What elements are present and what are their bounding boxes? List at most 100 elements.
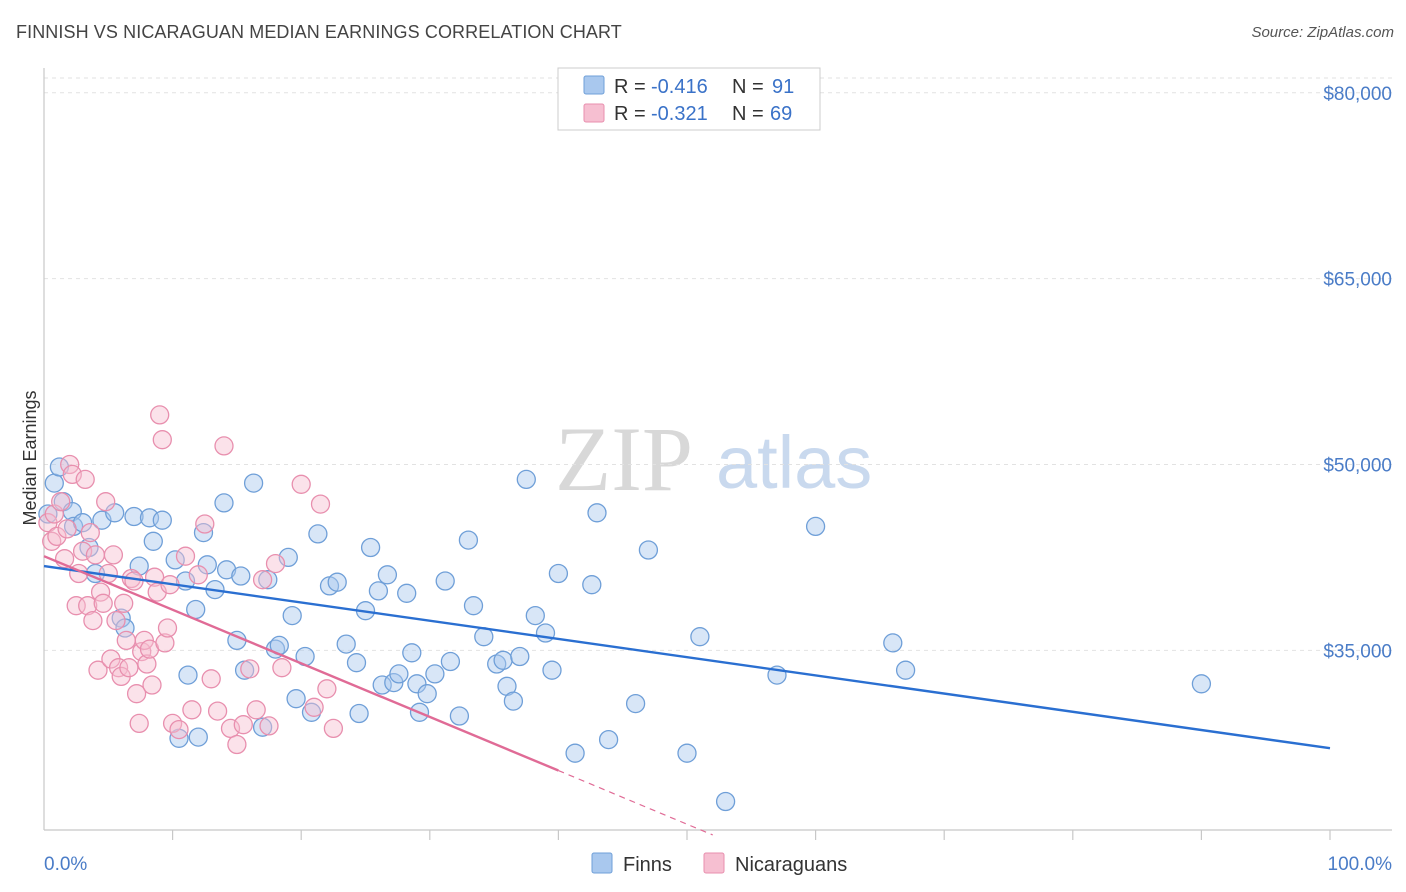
finns-point <box>308 524 328 544</box>
nicaraguans-point <box>272 658 292 678</box>
x-axis-ticks <box>172 830 1331 840</box>
finns-point <box>883 633 903 653</box>
legend-n-value-nicaraguans: 69 <box>770 103 792 125</box>
finns-point <box>715 791 736 812</box>
nicaraguans-point <box>103 545 124 565</box>
nicaraguans-point <box>169 719 189 740</box>
nicaraguans-trend-line <box>43 555 559 772</box>
nicaraguans-point <box>175 546 196 566</box>
finns-point <box>690 627 710 647</box>
nicaraguans-point <box>126 684 147 704</box>
finns-point <box>214 493 234 513</box>
finns-point <box>368 581 389 601</box>
finns-point <box>377 565 398 585</box>
legend-r-value-finns: -0.416 <box>651 76 708 98</box>
finns-point <box>231 566 251 586</box>
trend-lines <box>43 555 1331 836</box>
nicaraguans-point <box>44 504 64 524</box>
nicaraguans-point <box>317 679 337 699</box>
nicaraguans-point <box>259 716 279 736</box>
finns-point <box>402 643 422 663</box>
legend-bottom-label-nicaraguans: Nicaraguans <box>735 854 847 876</box>
nicaraguans-point <box>132 641 152 662</box>
finns-point <box>372 675 392 695</box>
finns-point <box>638 540 659 560</box>
finns-point <box>598 729 619 750</box>
nicaraguans-point <box>93 593 113 613</box>
nicaraguans-point <box>75 469 95 490</box>
finns-point <box>805 516 826 537</box>
gridlines <box>44 77 1392 651</box>
legend-stats: R = -0.416 N = 91 R = -0.321 N = 69 <box>557 67 821 131</box>
legend-swatch-nicaraguans <box>583 103 605 123</box>
finns-point <box>503 691 524 711</box>
nicaraguans-point <box>72 541 93 561</box>
finns-point <box>407 674 427 694</box>
finns-point <box>360 537 381 558</box>
finns-point <box>349 703 369 724</box>
series-nicaraguans-points <box>38 405 344 755</box>
finns-point <box>525 605 545 626</box>
finns-point <box>417 684 437 704</box>
nicaraguans-point <box>195 514 215 534</box>
finns-point <box>178 665 198 685</box>
nicaraguans-point <box>157 618 178 638</box>
y-axis-tick-labels: $35,000 $50,000 $65,000 $80,000 <box>1323 84 1392 663</box>
legend-n-label-nicaraguans: N = <box>732 103 764 125</box>
chart-title: FINNISH VS NICARAGUAN MEDIAN EARNINGS CO… <box>16 22 622 42</box>
finns-point <box>625 693 646 714</box>
nicaraguans-point <box>142 675 162 695</box>
source-credit: Source: ZipAtlas.com <box>1251 24 1394 41</box>
nicaraguans-point <box>152 430 172 450</box>
finns-point <box>440 651 461 672</box>
nicaraguans-trend-extension <box>558 769 713 836</box>
nicaraguans-point <box>182 700 202 720</box>
y-axis-label: Median Earnings <box>20 390 40 525</box>
x-tick-label-max: 100.0% <box>1328 854 1393 875</box>
nicaraguans-point <box>207 701 228 721</box>
nicaraguans-point <box>240 659 260 679</box>
finns-point <box>565 743 585 763</box>
finns-point <box>152 510 172 530</box>
finns-point <box>258 570 278 590</box>
y-tick-label: $80,000 <box>1323 84 1392 105</box>
nicaraguans-point <box>323 718 344 739</box>
legend-bottom-swatch-finns <box>591 852 613 874</box>
finns-point <box>493 650 513 670</box>
finns-point <box>458 530 479 550</box>
nicaraguans-point <box>47 526 67 547</box>
finns-point <box>542 660 562 680</box>
nicaraguans-point <box>227 734 247 755</box>
nicaraguans-point <box>90 582 111 602</box>
finns-point <box>548 563 569 584</box>
legend-n-value-finns: 91 <box>772 76 794 98</box>
nicaraguans-point <box>96 492 116 512</box>
finns-point <box>435 571 455 591</box>
nicaraguans-point <box>83 610 103 631</box>
finns-point <box>216 560 237 580</box>
finns-point <box>587 503 607 523</box>
y-tick-label: $35,000 <box>1323 641 1392 662</box>
finns-point <box>188 727 208 747</box>
finns-point <box>463 596 484 616</box>
finns-point <box>336 634 356 654</box>
finns-point <box>677 743 697 763</box>
y-tick-label: $65,000 <box>1323 270 1392 291</box>
legend-r-value-nicaraguans: -0.321 <box>651 103 708 125</box>
finns-point <box>389 664 409 684</box>
nicaraguans-point <box>310 494 331 514</box>
finns-point <box>510 646 530 667</box>
nicaraguans-point <box>188 565 208 585</box>
finns-point <box>1191 674 1212 694</box>
nicaraguans-point <box>116 630 136 651</box>
finns-point <box>44 473 64 493</box>
nicaraguans-point <box>150 405 170 425</box>
legend-r-label-nicaraguans: R = <box>614 103 646 125</box>
legend-bottom-swatch-nicaraguans <box>703 852 725 874</box>
finns-point <box>516 469 536 490</box>
legend-series: Finns Nicaraguans <box>591 852 847 876</box>
finns-point <box>449 706 470 726</box>
finns-trend-line <box>43 564 1331 750</box>
finns-point <box>425 664 445 684</box>
